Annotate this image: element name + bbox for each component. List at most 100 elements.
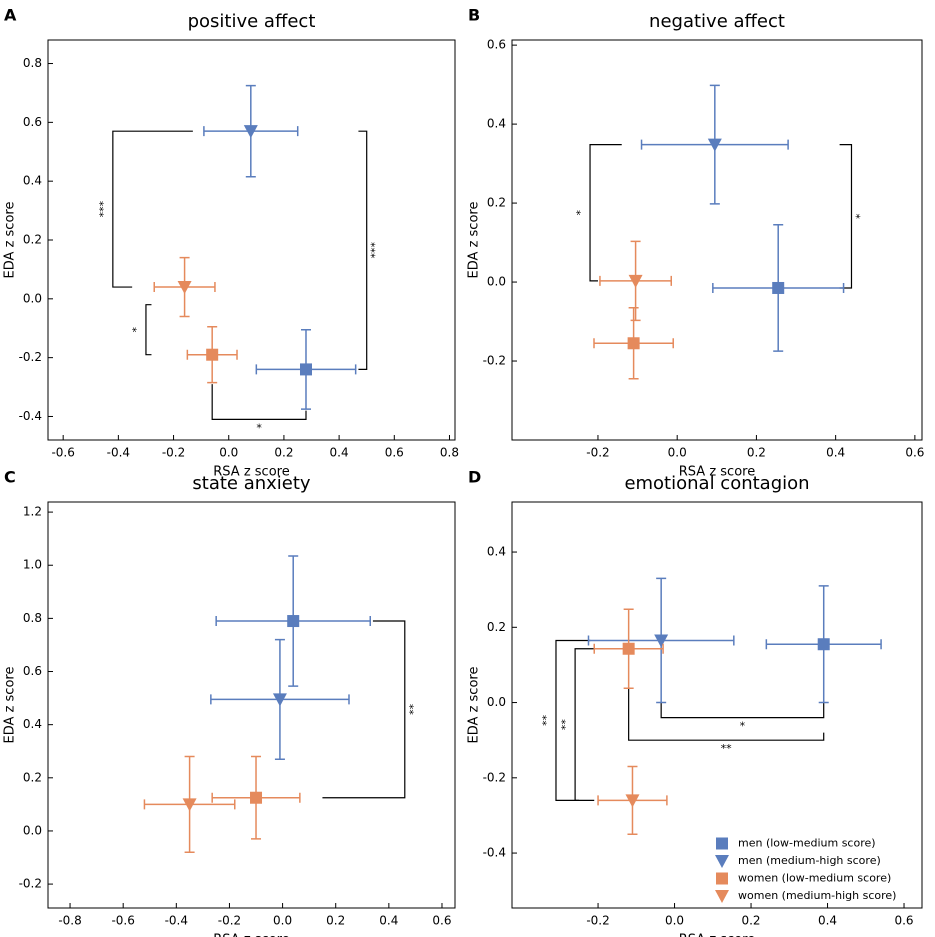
marker [772,281,785,294]
y-tick-label: -0.4 [483,846,506,860]
x-tick-label: 0.4 [826,446,845,460]
x-tick-label: 0.2 [741,914,760,928]
significance-bracket [211,384,307,421]
y-tick-label: 0.2 [23,233,42,247]
axes-frame [511,39,923,441]
significance-label: * [130,326,143,332]
marker [654,634,669,648]
x-tick-label: -0.2 [162,446,185,460]
legend-label: men (medium-high score) [738,854,881,867]
legend-marker [716,872,728,885]
x-tick-label: 0.0 [219,446,238,460]
y-axis-label: EDA z score [467,667,482,744]
panel-title: emotional contagion [624,473,809,494]
y-tick-label: 0.4 [23,717,42,731]
y-tick-label: -0.2 [483,354,506,368]
x-tick-label: 0.0 [665,914,684,928]
axes-frame [511,501,923,909]
significance-bracket [660,702,825,719]
y-axis-label: EDA z score [3,667,18,744]
marker [707,138,722,152]
legend-marker [715,890,729,903]
marker [299,363,312,376]
y-tick-label: 0.6 [23,664,42,678]
significance-label: ** [540,714,553,726]
y-tick-label: 0.0 [487,695,506,709]
panel-title: positive affect [188,11,316,32]
y-tick-label: 0.6 [23,115,42,129]
axes-frame [47,501,456,909]
panel-title: negative affect [649,11,785,32]
significance-bracket [628,687,825,741]
y-tick-label: 0.0 [487,275,506,289]
marker [272,693,287,707]
marker [625,794,640,808]
y-tick-label: 0.0 [23,291,42,305]
y-tick-label: 0.2 [23,770,42,784]
y-axis-label: EDA z score [3,202,18,279]
marker [250,791,263,804]
y-tick-label: -0.2 [483,770,506,784]
legend-marker [715,855,729,868]
legend-label: men (low-medium score) [738,837,876,850]
panel-title: state anxiety [192,473,311,494]
significance-bracket [322,620,406,799]
legend-label: women (low-medium score) [738,872,891,885]
panel-label: A [4,6,17,25]
marker [206,348,219,361]
x-tick-label: 0.6 [385,446,404,460]
significance-label: * [256,421,262,434]
x-tick-label: 0.4 [379,914,398,928]
x-tick-label: 0.4 [330,446,349,460]
x-tick-label: 0.6 [894,914,913,928]
y-tick-label: 0.4 [487,117,506,131]
y-tick-label: -0.2 [19,877,42,891]
x-tick-label: -0.2 [218,914,241,928]
marker [628,274,643,288]
marker [182,798,197,812]
x-tick-label: 0.2 [747,446,766,460]
significance-bracket [839,144,853,289]
y-tick-label: -0.2 [19,350,42,364]
x-tick-label: -0.4 [165,914,188,928]
y-tick-label: 0.8 [23,56,42,70]
marker [177,281,192,295]
y-tick-label: 0.4 [23,174,42,188]
significance-label: ** [721,742,733,755]
y-tick-label: -0.4 [19,409,42,423]
y-tick-label: 0.6 [487,38,506,52]
x-axis-label: RSA z score [679,933,755,937]
x-axis-label: RSA z score [213,933,289,937]
y-tick-label: 1.0 [23,558,42,572]
significance-bracket [145,304,152,356]
significance-label: ** [407,703,420,715]
x-tick-label: 0.6 [905,446,924,460]
significance-bracket [589,144,622,282]
x-tick-label: 0.2 [274,446,293,460]
x-tick-label: -0.2 [586,914,609,928]
x-axis-label: RSA z score [213,465,289,480]
x-tick-label: 0.6 [432,914,451,928]
x-tick-label: 0.4 [818,914,837,928]
x-tick-label: -0.8 [58,914,81,928]
marker [287,615,300,628]
x-tick-label: 0.8 [440,446,459,460]
x-tick-label: -0.2 [586,446,609,460]
x-tick-label: -0.4 [107,446,130,460]
y-tick-label: 1.2 [23,505,42,519]
panel-label: B [468,6,480,25]
significance-label: ** [559,719,572,731]
marker [622,642,635,655]
significance-bracket [555,639,591,801]
legend-label: women (medium-high score) [738,889,896,902]
significance-label: * [574,210,587,216]
significance-label: *** [369,242,382,259]
y-tick-label: 0.4 [487,545,506,559]
significance-label: * [740,720,746,733]
x-axis-label: RSA z score [679,465,755,480]
y-tick-label: 0.8 [23,611,42,625]
x-tick-label: 0.0 [668,446,687,460]
significance-label: * [853,213,866,219]
marker [243,125,258,139]
